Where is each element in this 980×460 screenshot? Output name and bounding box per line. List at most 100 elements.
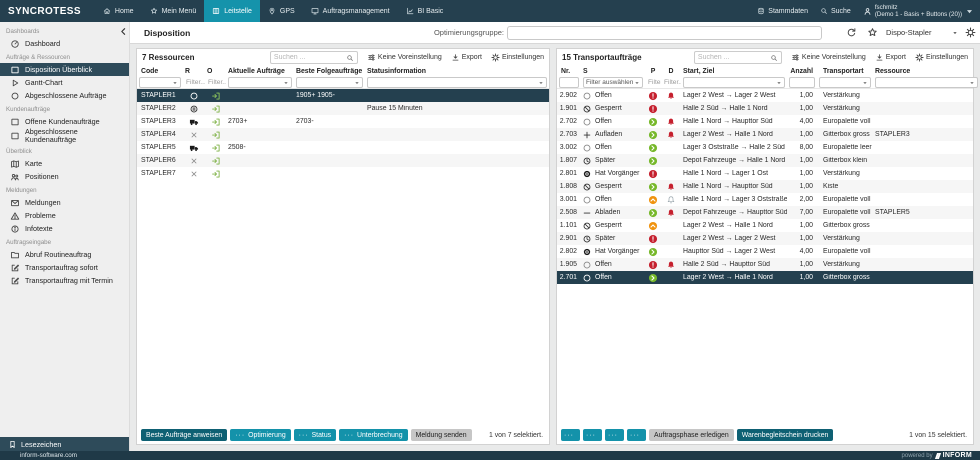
- action-button-optimierung[interactable]: ··· Optimierung: [230, 429, 291, 441]
- order-priority-cell: [645, 117, 661, 127]
- action-button-auftragsphase-erledigen[interactable]: Auftragsphase erledigen: [649, 429, 734, 441]
- filter-field[interactable]: [562, 79, 576, 86]
- tool-preset[interactable]: Keine Voreinstellung: [791, 53, 866, 62]
- view-profile-select[interactable]: Dispo-Stapler: [886, 28, 958, 37]
- filter-placeholder[interactable]: Filter...: [648, 79, 661, 86]
- table-row[interactable]: 1.101 Gesperrt Lager 2 West → Halle 1 Nord…: [557, 219, 973, 232]
- tool-preset[interactable]: Keine Voreinstellung: [367, 53, 442, 62]
- tool-export[interactable]: Export: [451, 53, 482, 62]
- filter-field[interactable]: [878, 79, 969, 86]
- filter-field[interactable]: [686, 79, 776, 86]
- table-row[interactable]: 1.808 Gesperrt Halle 1 Nord → Haupttor Süd…: [557, 180, 973, 193]
- refresh-icon[interactable]: [846, 27, 857, 38]
- action-button-status[interactable]: ··· Status: [293, 429, 337, 441]
- search-input[interactable]: [697, 54, 768, 61]
- table-row[interactable]: 2.802 Hat Vorgänger Haupttor Süd → Lager 2…: [557, 245, 973, 258]
- filter-placeholder[interactable]: Filter...: [664, 79, 681, 86]
- sidebar-item-dashboard[interactable]: Dashboard: [0, 37, 129, 50]
- tool-settings[interactable]: Einstellungen: [915, 53, 968, 62]
- sidebar-item-karte[interactable]: Karte: [0, 157, 129, 170]
- filter-placeholder[interactable]: Filter...: [208, 79, 226, 86]
- filter-field[interactable]: [822, 79, 862, 86]
- more-actions-button[interactable]: ···: [605, 429, 624, 441]
- table-row[interactable]: 2.902 Offen Lager 2 West → Lager 2 West 1,0…: [557, 89, 973, 102]
- filter-placeholder[interactable]: Filter...: [186, 79, 205, 86]
- table-row[interactable]: STAPLER4: [137, 128, 549, 141]
- filter-input[interactable]: [819, 77, 871, 88]
- table-row[interactable]: STAPLER2 Pause 15 Minuten: [137, 102, 549, 115]
- filter-input[interactable]: [683, 77, 785, 88]
- table-row[interactable]: 1.901 Gesperrt Halle 2 Süd → Halle 1 Nord 1…: [557, 102, 973, 115]
- sidebar-item-transportauftrag-sofort[interactable]: Transportauftrag sofort: [0, 261, 129, 274]
- search-box[interactable]: [693, 51, 782, 64]
- sidebar-item-infotexte[interactable]: Infotexte: [0, 222, 129, 235]
- action-button-meldung-senden[interactable]: Meldung senden: [410, 429, 472, 441]
- nav-item-gps[interactable]: GPS: [260, 0, 303, 22]
- table-row[interactable]: STAPLER7: [137, 167, 549, 180]
- sidebar-collapse-icon[interactable]: [119, 26, 128, 37]
- filter-field[interactable]: [231, 79, 283, 86]
- user-menu[interactable]: fschmitz (Demo 1 - Basis + Buttons (20)): [863, 4, 974, 18]
- more-actions-button[interactable]: ···: [561, 429, 580, 441]
- filter-input[interactable]: [875, 77, 978, 88]
- table-row[interactable]: 1.807 Später Depot Fahrzeuge → Halle 1 Nor…: [557, 154, 973, 167]
- more-actions-button[interactable]: ···: [583, 429, 602, 441]
- favorite-star-icon[interactable]: [867, 27, 878, 38]
- action-button-unterbrechung[interactable]: ··· Unterbrechung: [339, 429, 408, 441]
- more-actions-button[interactable]: ···: [627, 429, 646, 441]
- table-row[interactable]: STAPLER5 2508-: [137, 141, 549, 154]
- action-button-warenbegleitschein-drucken[interactable]: Warenbegleitschein drucken: [736, 429, 834, 441]
- table-row[interactable]: STAPLER1 1905+ 1905-: [137, 89, 549, 102]
- sidebar-item-abruf-routineauftrag[interactable]: Abruf Routineauftrag: [0, 248, 129, 261]
- filter-field[interactable]: [299, 79, 354, 86]
- tool-export[interactable]: Export: [875, 53, 906, 62]
- table-row[interactable]: STAPLER3 2703+ 2703-: [137, 115, 549, 128]
- filter-input[interactable]: [296, 77, 363, 88]
- search-input[interactable]: [273, 54, 344, 61]
- search-box[interactable]: [269, 51, 358, 64]
- table-row[interactable]: 2.703 Aufladen Lager 2 West → Halle 1 Nord…: [557, 128, 973, 141]
- topbar-stammdaten[interactable]: Stammdaten: [757, 7, 808, 15]
- filter-field[interactable]: [370, 79, 538, 86]
- table-row[interactable]: 2.901 Später Lager 2 West → Lager 2 West 1,…: [557, 232, 973, 245]
- filter-input[interactable]: [139, 77, 181, 88]
- sidebar-item-probleme[interactable]: Probleme: [0, 209, 129, 222]
- optimization-group-input[interactable]: [507, 25, 822, 40]
- sidebar-item-disposition-berblick[interactable]: Disposition Überblick: [0, 63, 129, 76]
- filter-field[interactable]: [792, 79, 812, 86]
- table-row[interactable]: 2.508 Abladen Depot Fahrzeuge → Haupttor S…: [557, 206, 973, 219]
- filter-input[interactable]: [789, 77, 815, 88]
- app-logo[interactable]: SYNCROTESS: [8, 5, 81, 17]
- sidebar-item-label: Abgeschlossene Aufträge: [25, 90, 107, 100]
- table-row[interactable]: 2.801 Hat Vorgänger Halle 1 Nord → Lager 1…: [557, 167, 973, 180]
- topbar-suche[interactable]: Suche: [820, 7, 851, 15]
- table-row[interactable]: 2.701 Offen Lager 2 West → Halle 1 Nord 1,0…: [557, 271, 973, 284]
- table-row[interactable]: 1.905 Offen Halle 2 Süd → Haupttor Süd 1,00…: [557, 258, 973, 271]
- sidebar-item-meldungen[interactable]: Meldungen: [0, 196, 129, 209]
- table-row[interactable]: 3.001 Offen Halle 1 Nord → Lager 3 Oststra…: [557, 193, 973, 206]
- table-row[interactable]: 3.002 Offen Lager 3 Oststraße → Halle 2 Sü…: [557, 141, 973, 154]
- table-row[interactable]: STAPLER6: [137, 154, 549, 167]
- tool-settings[interactable]: Einstellungen: [491, 53, 544, 62]
- sidebar-item-gantt-chart[interactable]: Gantt-Chart: [0, 76, 129, 89]
- sidebar-item-lesezeichen[interactable]: Lesezeichen: [0, 437, 129, 451]
- gear-icon[interactable]: [965, 27, 976, 38]
- table-row[interactable]: 2.702 Offen Halle 1 Nord → Haupttor Süd 4,0…: [557, 115, 973, 128]
- sidebar-item-abgeschlossene-kundenauftr-ge[interactable]: Abgeschlossene Kundenaufträge: [0, 128, 129, 144]
- sidebar-item-abgeschlossene-auftr-ge[interactable]: Abgeschlossene Aufträge: [0, 89, 129, 102]
- sidebar-item-positionen[interactable]: Positionen: [0, 170, 129, 183]
- filter-select[interactable]: Filter auswählen: [583, 77, 643, 88]
- action-button-beste-auftr-ge-anweisen[interactable]: Beste Aufträge anweisen: [141, 429, 228, 441]
- filter-input[interactable]: [367, 77, 547, 88]
- nav-item-mein-men[interactable]: Mein Menü: [142, 0, 205, 22]
- filter-field[interactable]: [142, 79, 172, 86]
- nav-item-auftragsmanagement[interactable]: Auftragsmanagement: [303, 0, 398, 22]
- nav-item-leitstelle[interactable]: Leitstelle: [204, 0, 260, 22]
- nav-item-home[interactable]: Home: [95, 0, 142, 22]
- filter-input[interactable]: [559, 77, 579, 88]
- sidebar-item-transportauftrag-mit-termin[interactable]: Transportauftrag mit Termin: [0, 274, 129, 287]
- sidebar-item-offene-kundenauftr-ge[interactable]: Offene Kundenaufträge: [0, 115, 129, 128]
- filter-input[interactable]: [228, 77, 292, 88]
- nav-item-bi-basic[interactable]: BI Basic: [398, 0, 452, 22]
- footer-site-link[interactable]: inform-software.com: [20, 452, 78, 459]
